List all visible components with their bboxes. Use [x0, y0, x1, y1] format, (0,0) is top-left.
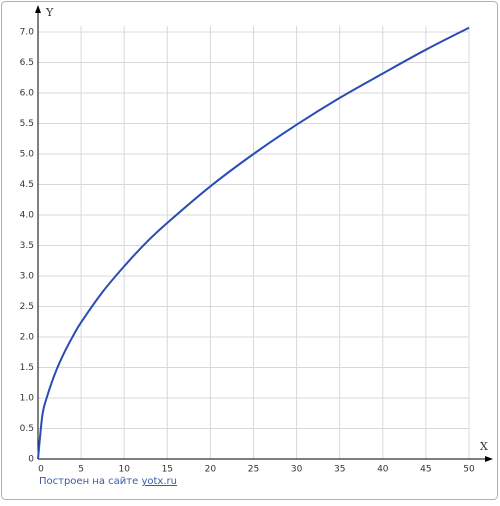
- x-tick-label: 0: [38, 465, 44, 475]
- x-tick-label: 50: [463, 465, 475, 475]
- y-tick-label: 3.0: [20, 272, 35, 282]
- y-tick-label: 4.5: [20, 180, 34, 190]
- x-axis-label: X: [480, 440, 488, 453]
- x-tick-label: 30: [291, 465, 303, 475]
- x-arrow: [485, 456, 493, 462]
- x-tick-label: 15: [162, 465, 173, 475]
- y-tick-label: 5.0: [20, 150, 35, 160]
- y-tick-label: 1.5: [20, 363, 34, 373]
- y-tick-label: 0.5: [20, 424, 34, 434]
- x-tick-label: 35: [334, 465, 345, 475]
- x-tick-label: 10: [118, 465, 130, 475]
- y-axis-label: Y: [45, 6, 54, 19]
- y-tick-label: 2.0: [20, 333, 35, 343]
- y-tick-label: 4.0: [20, 211, 35, 221]
- x-tick-label: 20: [205, 465, 217, 475]
- y-arrow: [35, 5, 41, 13]
- x-tick-label: 40: [377, 465, 389, 475]
- footer-text: Построен на сайте: [39, 476, 138, 487]
- x-tick-label: 45: [420, 465, 431, 475]
- y-tick-label: 5.5: [20, 119, 34, 129]
- y-tick-label: 0: [28, 455, 34, 465]
- footer: Построен на сайте yotx.ru: [39, 476, 177, 487]
- data-line: [37, 26, 470, 460]
- y-tick-label: 3.5: [20, 241, 34, 251]
- x-tick-label: 25: [248, 465, 259, 475]
- y-tick-label: 6.5: [20, 58, 34, 68]
- y-tick-label: 6.0: [20, 89, 35, 99]
- x-tick-label: 5: [78, 465, 84, 475]
- y-tick-label: 2.5: [20, 302, 34, 312]
- y-tick-label: 1.0: [20, 394, 35, 404]
- footer-link[interactable]: yotx.ru: [141, 476, 177, 487]
- y-tick-label: 7.0: [20, 28, 35, 38]
